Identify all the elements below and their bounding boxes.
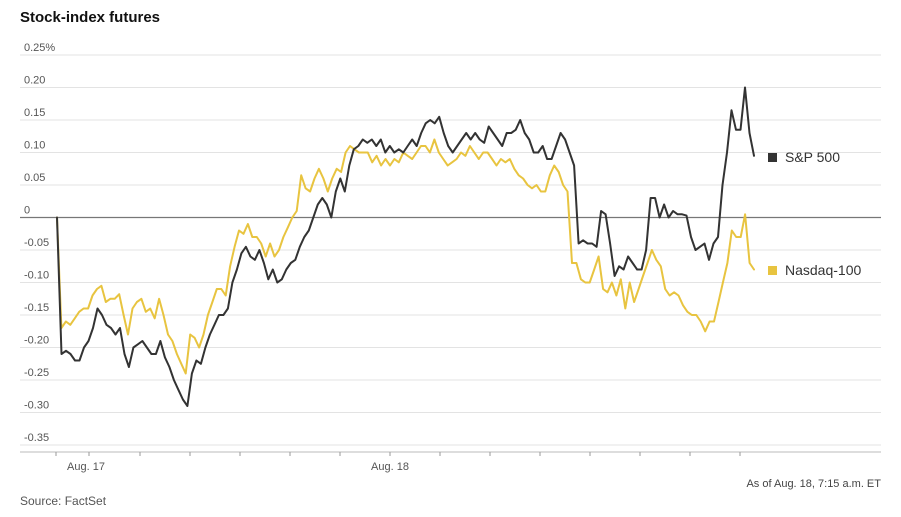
y-tick-label: -0.05 [24,237,49,249]
legend-swatch [768,266,777,275]
chart-title: Stock-index futures [20,9,161,26]
x-axis: Aug. 17 Aug. 18 [20,451,881,473]
x-tick-label: Aug. 18 [371,461,409,473]
y-tick-label: -0.15 [24,302,49,314]
legend-label: Nasdaq-100 [785,262,861,278]
timestamp-note: As of Aug. 18, 7:15 a.m. ET [746,478,881,490]
y-tick-label: -0.30 [24,400,49,412]
series-line-sp500 [56,86,755,407]
legend: S&P 500 Nasdaq-100 [768,149,861,278]
y-tick-label: -0.25 [24,367,49,379]
y-tick-label: 0.25% [24,42,55,54]
y-tick-label: 0.15 [24,107,45,119]
gridlines [20,54,881,446]
y-tick-label: 0.20 [24,75,45,87]
y-tick-label: 0 [24,205,30,217]
y-tick-label: -0.10 [24,270,49,282]
y-axis-labels: 0.25% 0.20 0.15 0.10 0.05 0 -0.05 -0.10 -0.15 -0.… [24,42,55,444]
legend-swatch [768,153,777,162]
series-line-nasdaq100 [56,138,755,375]
x-tick-label: Aug. 17 [67,461,105,473]
y-tick-label: 0.10 [24,140,45,152]
y-tick-label: 0.05 [24,172,45,184]
y-tick-label: -0.20 [24,335,49,347]
y-tick-label: -0.35 [24,432,49,444]
legend-label: S&P 500 [785,149,840,165]
source-note: Source: FactSet [20,494,107,508]
series-lines [56,86,755,407]
